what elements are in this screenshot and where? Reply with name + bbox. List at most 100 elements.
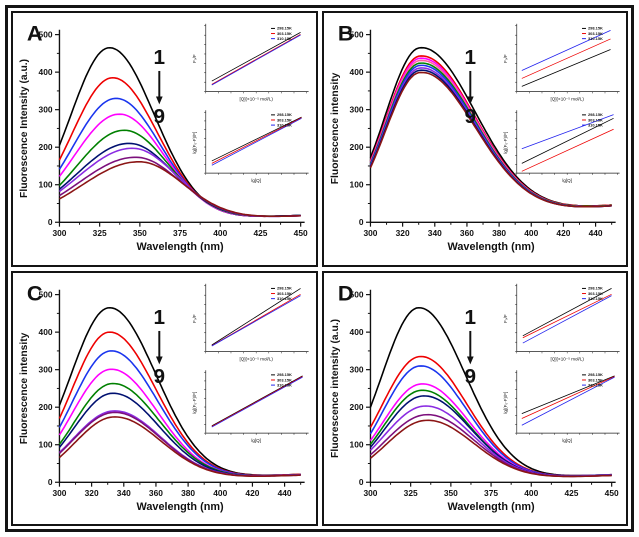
inset-y-axis-label: F₀/F bbox=[502, 54, 507, 63]
fluorescence-curve-6 bbox=[369, 64, 612, 208]
y-tick-label: 500 bbox=[349, 30, 363, 40]
x-tick-label: 360 bbox=[459, 228, 473, 238]
y-tick-label: 200 bbox=[39, 402, 53, 412]
fluorescence-curves bbox=[58, 306, 301, 477]
fluorescence-curve-8 bbox=[369, 69, 612, 208]
series-order-annotation: 19 bbox=[464, 306, 476, 388]
x-tick-label: 450 bbox=[294, 228, 308, 238]
inset-legend-label: 298.15K bbox=[587, 372, 602, 377]
inset-regression-line-1 bbox=[521, 375, 615, 414]
y-tick-label: 200 bbox=[349, 402, 363, 412]
y-axis-label: Fluorescence intensity bbox=[329, 72, 340, 184]
y-tick-label: 200 bbox=[349, 142, 363, 152]
inset-regression-line-1 bbox=[521, 30, 611, 71]
fluorescence-curve-9 bbox=[59, 161, 301, 218]
panel-letter: C bbox=[27, 280, 43, 305]
inset-regression-line-1 bbox=[211, 116, 302, 162]
x-tick-label: 400 bbox=[213, 228, 227, 238]
x-tick-label: 400 bbox=[524, 228, 538, 238]
inset-x-axis-label: lg[Q] bbox=[562, 178, 572, 183]
inset-regression-line-3 bbox=[211, 294, 301, 346]
inset-regression-line-2 bbox=[211, 293, 301, 346]
fluorescence-curve-3 bbox=[58, 349, 301, 476]
x-tick-label: 400 bbox=[213, 488, 227, 498]
inset-regression-line-2 bbox=[211, 375, 303, 427]
y-axis-label: Fluorescence Intensity (a.u.) bbox=[19, 59, 30, 198]
inset-x-axis-label: lg[Q] bbox=[251, 178, 261, 183]
inset-legend-label: 303.15K bbox=[587, 377, 602, 382]
x-tick-label: 350 bbox=[133, 228, 147, 238]
y-tick-label: 0 bbox=[48, 477, 53, 487]
inset-regression-line-1 bbox=[211, 375, 303, 426]
x-tick-label: 300 bbox=[52, 488, 66, 498]
inset-x-axis-label: lg[Q] bbox=[562, 437, 572, 442]
panel-B: B 300 320 340 360 380 400 420 440 0 100 200 300 400 50… bbox=[321, 11, 628, 267]
y-tick-label: 300 bbox=[39, 364, 53, 374]
x-tick-label: 450 bbox=[604, 488, 618, 498]
y-tick-label: 500 bbox=[39, 30, 53, 40]
fluorescence-curve-7 bbox=[369, 404, 612, 477]
annotation-start-label: 1 bbox=[154, 46, 166, 69]
panel-C: C 300 320 340 360 380 400 420 440 0 100 200 300 400 50… bbox=[11, 270, 318, 526]
fluorescence-curve-9 bbox=[369, 418, 612, 477]
inset-regression-line-1 bbox=[522, 287, 612, 336]
fluorescence-curve-4 bbox=[58, 113, 301, 218]
x-tick-label: 420 bbox=[556, 228, 570, 238]
y-axis-label: Fluorescence intensity (a.u.) bbox=[329, 318, 340, 457]
inset-regression-line-2 bbox=[211, 33, 301, 85]
panel-letter: A bbox=[27, 21, 43, 46]
fluorescence-curve-1 bbox=[58, 306, 301, 476]
y-tick-label: 400 bbox=[349, 327, 363, 337]
inset-y-axis-label: F₀/F bbox=[192, 314, 197, 323]
panel-letter: D bbox=[337, 280, 353, 305]
y-tick-label: 500 bbox=[349, 289, 363, 299]
inset-regression-line-2 bbox=[521, 375, 615, 419]
x-tick-label: 380 bbox=[181, 488, 195, 498]
fluorescence-curve-3 bbox=[369, 364, 612, 476]
y-tick-label: 0 bbox=[358, 477, 363, 487]
inset-regression-line-3 bbox=[211, 34, 301, 86]
inset-regression-line-2 bbox=[522, 293, 612, 338]
y-tick-label: 400 bbox=[39, 327, 53, 337]
inset-regression-line-3 bbox=[521, 49, 611, 87]
series-order-annotation: 19 bbox=[154, 46, 166, 128]
series-order-annotation: 19 bbox=[154, 306, 166, 388]
annotation-start-label: 1 bbox=[464, 306, 476, 329]
annotation-end-label: 9 bbox=[154, 105, 166, 128]
inset-legend-label: 303.15K bbox=[277, 377, 292, 382]
x-axis-label: Wavelength (nm) bbox=[447, 500, 534, 512]
inset-y-axis-label: lg[(F₀-F)/F] bbox=[192, 132, 197, 154]
x-tick-label: 325 bbox=[403, 488, 417, 498]
x-tick-label: 325 bbox=[93, 228, 107, 238]
inset-legend-label: 303.15K bbox=[587, 290, 602, 295]
y-axis-label: Fluorescence intensity bbox=[19, 332, 30, 444]
figure-frame: A 300 325 350 375 400 425 450 0 100 200 300 400 500 Wa… bbox=[5, 5, 634, 532]
inset-legend-label: 310.15K bbox=[277, 122, 292, 127]
inset-legend-label: 303.15K bbox=[277, 31, 292, 36]
fluorescence-curve-6 bbox=[369, 394, 612, 477]
x-axis-label: Wavelength (nm) bbox=[137, 500, 224, 512]
inset-legend-label: 310.15K bbox=[587, 382, 602, 387]
x-tick-label: 320 bbox=[85, 488, 99, 498]
inset-legend-label: 303.15K bbox=[277, 117, 292, 122]
inset-legend-label: 298.15K bbox=[277, 372, 292, 377]
inset-regression-line-1 bbox=[521, 114, 614, 150]
inset-legend-label: 303.15K bbox=[277, 290, 292, 295]
inset-regression-line-2 bbox=[521, 117, 614, 164]
y-tick-label: 100 bbox=[349, 439, 363, 449]
y-tick-label: 300 bbox=[39, 105, 53, 115]
x-tick-label: 320 bbox=[395, 228, 409, 238]
inset-legend-label: 298.15K bbox=[277, 26, 292, 31]
fluorescence-curve-7 bbox=[58, 409, 301, 477]
inset-regression-line-2 bbox=[211, 117, 302, 164]
fluorescence-curve-8 bbox=[369, 413, 612, 477]
y-tick-label: 500 bbox=[39, 289, 53, 299]
fluorescence-curve-8 bbox=[59, 156, 301, 218]
panel-C-chart: C 300 320 340 360 380 400 420 440 0 100 200 300 400 50… bbox=[19, 280, 309, 512]
y-tick-label: 200 bbox=[39, 142, 53, 152]
inset-legend-label: 298.15K bbox=[277, 112, 292, 117]
inset-regression-line-3 bbox=[211, 376, 303, 427]
